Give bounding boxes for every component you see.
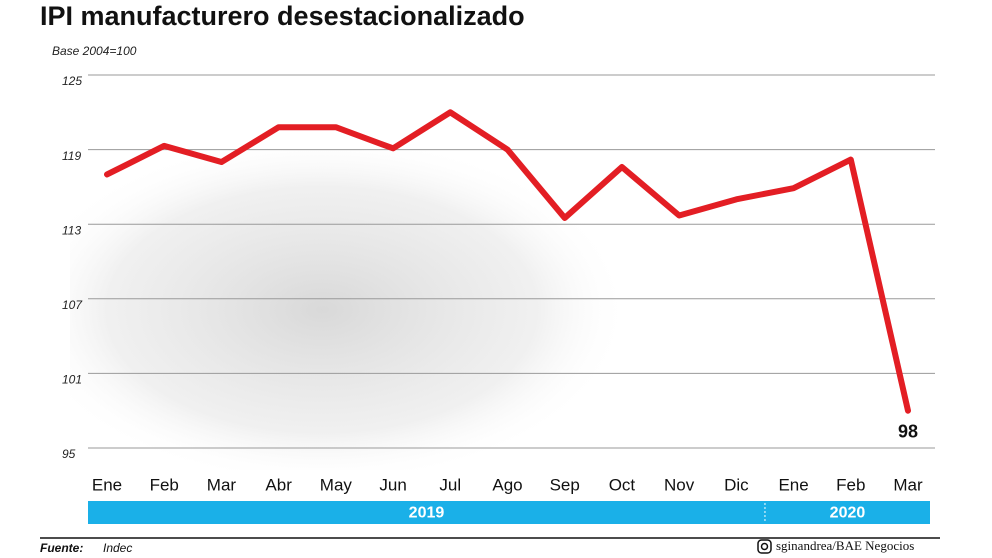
source: Indec — [103, 541, 132, 555]
x-tick-label: Ene — [92, 475, 122, 494]
y-tick-label: 95 — [62, 447, 76, 461]
year-band-bg — [88, 501, 930, 524]
x-tick-label: Abr — [265, 475, 292, 494]
y-tick-label: 119 — [62, 149, 81, 163]
year-band: 2019 2020 — [88, 501, 930, 524]
series-line — [104, 109, 911, 414]
x-tick-label: Sep — [550, 475, 580, 494]
x-tick-label: Jul — [439, 475, 461, 494]
x-tick-label: Nov — [664, 475, 695, 494]
x-tick-label: Oct — [609, 475, 636, 494]
credit: sginandrea/BAE Negocios — [776, 538, 914, 553]
data-label: 98 — [898, 421, 918, 441]
x-tick-label: Mar — [893, 475, 923, 494]
x-tick-label: Mar — [207, 475, 237, 494]
x-tick-label: May — [320, 475, 353, 494]
y-axis-label: Base 2004=100 — [52, 44, 137, 58]
x-tick-label: Dic — [724, 475, 749, 494]
x-tick-label: Jun — [379, 475, 406, 494]
x-tick-label: Feb — [150, 475, 179, 494]
year-label: 2020 — [830, 505, 866, 522]
grid: 95 101 107 113 119 125 Ene Feb Mar Abr May Jun Jul Ag… — [62, 74, 935, 494]
x-tick-label: Feb — [836, 475, 865, 494]
instagram-icon — [757, 539, 772, 554]
source-label: Fuente: — [40, 541, 83, 555]
chart-title: IPI manufacturero desestacionalizado — [40, 1, 525, 31]
x-tick-label: Ago — [492, 475, 522, 494]
year-label: 2019 — [409, 505, 445, 522]
background-photo — [70, 150, 630, 470]
x-tick-label: Ene — [778, 475, 808, 494]
y-tick-label: 125 — [62, 74, 82, 88]
y-tick-label: 107 — [62, 298, 83, 312]
y-tick-label: 113 — [62, 223, 81, 237]
plot: 98 — [104, 109, 918, 441]
y-tick-label: 101 — [62, 373, 82, 387]
